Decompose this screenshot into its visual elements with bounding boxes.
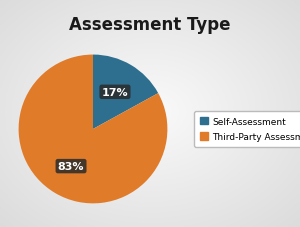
Legend: Self-Assessment, Third-Party Assessment: Self-Assessment, Third-Party Assessment <box>194 112 300 147</box>
Wedge shape <box>19 55 167 203</box>
Text: Assessment Type: Assessment Type <box>69 16 231 34</box>
Text: 83%: 83% <box>58 161 84 171</box>
Wedge shape <box>93 55 158 129</box>
Text: 17%: 17% <box>102 87 128 97</box>
